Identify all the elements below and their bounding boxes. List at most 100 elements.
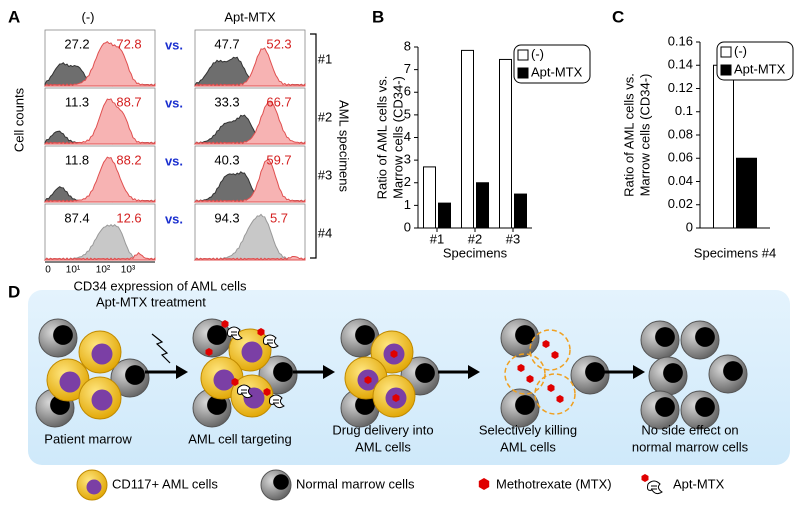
y-tick-label: 3 xyxy=(404,152,411,167)
y-tick-label: 7 xyxy=(404,61,411,76)
bar xyxy=(499,58,512,229)
normal-nucleus xyxy=(585,362,605,382)
gate-percent: 94.3 xyxy=(214,210,239,225)
bar xyxy=(476,182,489,229)
row-label: #1 xyxy=(318,51,332,66)
bar xyxy=(461,49,474,229)
legend-label: CD117+ AML cells xyxy=(112,476,218,491)
normal-nucleus xyxy=(695,327,715,347)
y-tick-label: 0.16 xyxy=(668,33,693,48)
panel-letter: C xyxy=(612,7,624,26)
aml-nucleus xyxy=(59,371,81,393)
normal-nucleus xyxy=(415,363,435,383)
panel-letter: D xyxy=(8,282,20,301)
mtx-icon xyxy=(221,320,229,328)
mtx-icon xyxy=(551,351,559,359)
mtx-icon xyxy=(547,384,555,392)
dead-cell xyxy=(504,353,546,395)
mtx-icon xyxy=(641,474,649,482)
histogram xyxy=(43,41,156,87)
normal-nucleus xyxy=(723,361,743,381)
histogram xyxy=(193,256,306,261)
bar xyxy=(438,202,451,229)
aptamer-icon xyxy=(227,326,243,341)
step-caption: normal marrow cells xyxy=(632,439,749,454)
aml-nucleus xyxy=(241,341,263,363)
arrow-head xyxy=(323,365,335,379)
mtx-icon xyxy=(392,394,400,402)
gate-percent: 11.8 xyxy=(65,152,89,167)
step-caption: AML cells xyxy=(355,439,411,454)
panel-letter: B xyxy=(372,7,384,26)
gate-percent: 52.3 xyxy=(266,36,291,51)
x-tick-label: #2 xyxy=(468,231,482,246)
normal-nucleus xyxy=(207,395,227,415)
normal-nucleus xyxy=(355,325,375,345)
step-caption: Patient marrow xyxy=(44,431,132,446)
gate-percent: 72.8 xyxy=(116,36,141,51)
bar xyxy=(514,193,527,229)
aptamer-icon xyxy=(263,334,279,349)
axis-label: Specimens xyxy=(443,245,508,260)
bar xyxy=(423,166,436,229)
normal-nucleus xyxy=(355,395,375,415)
histogram xyxy=(43,156,156,203)
x-tick-label: #1 xyxy=(430,231,444,246)
gate-percent: 88.7 xyxy=(116,94,141,109)
mtx-icon xyxy=(231,378,239,386)
dead-cell xyxy=(534,373,576,415)
legend-label: (-) xyxy=(531,46,544,61)
bracket xyxy=(310,33,317,259)
gate-percent: 66.7 xyxy=(266,94,291,109)
vs-label: vs. xyxy=(165,37,183,52)
gate-percent: 47.7 xyxy=(214,36,239,51)
normal-nucleus xyxy=(273,474,289,490)
axis-label: Marrow cells (CD34-) xyxy=(390,76,405,199)
row-label: #3 xyxy=(318,167,332,182)
y-tick-label: 6 xyxy=(404,84,411,99)
legend-label: Apt-MTX xyxy=(673,476,725,491)
normal-nucleus xyxy=(515,325,535,345)
mtx-icon xyxy=(364,376,372,384)
y-tick-label: 0.14 xyxy=(668,57,693,72)
histogram xyxy=(43,98,156,145)
gate-percent: 40.3 xyxy=(214,152,239,167)
vs-label: vs. xyxy=(165,95,183,110)
dead-cell xyxy=(529,329,571,371)
bar xyxy=(736,157,757,229)
gate-percent: 27.2 xyxy=(64,36,89,51)
mtx-icon xyxy=(556,395,564,403)
aptamer-icon xyxy=(269,394,285,409)
legend-box xyxy=(513,44,591,84)
gate-percent: 5.7 xyxy=(270,210,288,225)
aml-nucleus xyxy=(86,479,102,495)
aptamer-icon xyxy=(237,384,253,399)
arrow-head xyxy=(633,365,645,379)
vs-label: vs. xyxy=(165,153,183,168)
gate-percent: 87.4 xyxy=(64,210,89,225)
normal-nucleus xyxy=(207,325,227,345)
step-caption: AML cell targeting xyxy=(188,431,292,446)
panel-letter: A xyxy=(8,7,20,26)
axis-label: Marrow cells (CD34-) xyxy=(637,74,652,197)
x-tick-label: 10³ xyxy=(121,265,136,276)
y-tick-label: 0 xyxy=(686,219,693,234)
y-tick-label: 0.12 xyxy=(668,80,693,95)
x-tick-label: 0 xyxy=(45,265,51,276)
step-caption: Selectively killing xyxy=(479,422,577,437)
gate-percent: 12.6 xyxy=(116,210,141,225)
aml-nucleus xyxy=(91,389,113,411)
mtx-icon xyxy=(542,340,550,348)
y-tick-label: 0 xyxy=(404,219,411,234)
mtx-icon xyxy=(517,364,525,372)
step-caption: AML cells xyxy=(500,439,556,454)
histogram xyxy=(193,101,306,145)
legend-swatch xyxy=(517,49,529,61)
aml-nucleus xyxy=(213,369,235,391)
axis-label: CD34 expression of AML cells xyxy=(74,278,247,293)
y-tick-label: 0.06 xyxy=(668,150,693,165)
aml-nucleus xyxy=(91,343,113,365)
normal-nucleus xyxy=(695,397,715,417)
y-tick-label: 8 xyxy=(404,38,411,53)
